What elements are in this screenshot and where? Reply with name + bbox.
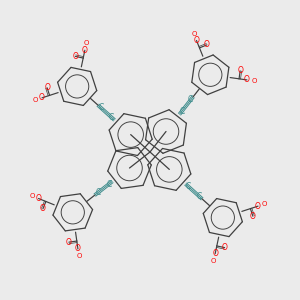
Text: O: O — [262, 201, 267, 207]
Text: O: O — [39, 93, 45, 102]
Text: C: C — [188, 95, 193, 104]
Text: C: C — [106, 179, 112, 188]
Text: O: O — [204, 40, 210, 50]
Text: C: C — [109, 113, 114, 122]
Text: O: O — [244, 75, 250, 84]
Text: C: C — [95, 188, 101, 197]
Text: C: C — [186, 182, 191, 191]
Text: O: O — [191, 31, 196, 37]
Text: O: O — [250, 212, 256, 221]
Text: O: O — [75, 244, 81, 253]
Text: O: O — [194, 36, 200, 45]
Text: O: O — [82, 46, 88, 55]
Text: O: O — [40, 204, 46, 213]
Text: O: O — [211, 258, 216, 264]
Text: O: O — [84, 40, 89, 46]
Text: O: O — [212, 249, 218, 258]
Text: O: O — [35, 194, 41, 203]
Text: O: O — [76, 253, 82, 259]
Text: C: C — [179, 106, 184, 116]
Text: O: O — [72, 52, 78, 61]
Text: O: O — [66, 238, 72, 247]
Text: C: C — [98, 103, 104, 112]
Text: O: O — [44, 83, 50, 92]
Text: O: O — [255, 202, 261, 211]
Text: O: O — [29, 193, 35, 199]
Text: O: O — [237, 66, 243, 75]
Text: O: O — [33, 97, 38, 103]
Text: O: O — [222, 243, 228, 252]
Text: C: C — [196, 192, 202, 201]
Text: O: O — [251, 78, 256, 84]
